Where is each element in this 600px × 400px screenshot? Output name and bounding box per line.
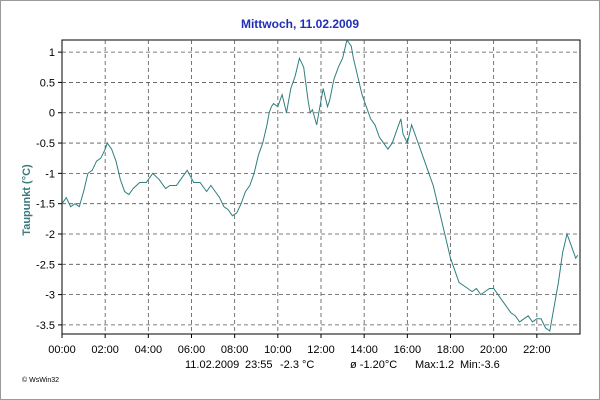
y-tick-label: -3 [45, 290, 55, 302]
x-tick-label: 22:00 [523, 344, 551, 356]
y-tick-label: -3.5 [36, 320, 55, 332]
x-tick-label: 12:00 [307, 344, 335, 356]
x-tick-label: 08:00 [221, 344, 249, 356]
y-tick-label: 0.5 [40, 77, 55, 89]
x-tick-label: 06:00 [178, 344, 206, 356]
x-tick-label: 10:00 [264, 344, 292, 356]
y-tick-label: -1 [45, 168, 55, 180]
x-tick-label: 16:00 [394, 344, 422, 356]
x-tick-label: 00:00 [48, 344, 76, 356]
y-tick-label: -2.5 [36, 259, 55, 271]
credit-text: © WsWin32 [22, 376, 59, 384]
footer-average: ø -1.20°C [350, 359, 397, 371]
x-tick-label: 14:00 [350, 344, 378, 356]
dewpoint-series-line [61, 38, 579, 332]
y-tick-label: 0 [49, 108, 55, 120]
x-tick-label: 18:00 [437, 344, 465, 356]
y-tick-label: -0.5 [36, 138, 55, 150]
y-axis-label: Taupunkt (°C) [21, 164, 33, 236]
x-tick-label: 04:00 [135, 344, 163, 356]
gridlines [62, 40, 580, 334]
footer-current: -2.3 °C [280, 359, 314, 371]
chart-title: Mittwoch, 11.02.2009 [241, 17, 359, 31]
x-tick-label: 02:00 [91, 344, 119, 356]
y-tick-label: -1.5 [36, 199, 55, 211]
footer: 11.02.2009 23:55 -2.3 °C ø -1.20°C Max:1… [185, 359, 500, 371]
x-tick-label: 20:00 [480, 344, 508, 356]
y-tick-label: -2 [45, 229, 55, 241]
footer-time: 23:55 [245, 359, 273, 371]
footer-date: 11.02.2009 [185, 359, 239, 371]
footer-max: Max:1.2 [415, 359, 454, 371]
footer-min: Min:-3.6 [460, 359, 500, 371]
axis-ticks: 00:00 02:00 04:00 06:00 08:00 10:00 12:00 14:00… [36, 47, 551, 356]
y-tick-label: 1 [49, 47, 55, 59]
